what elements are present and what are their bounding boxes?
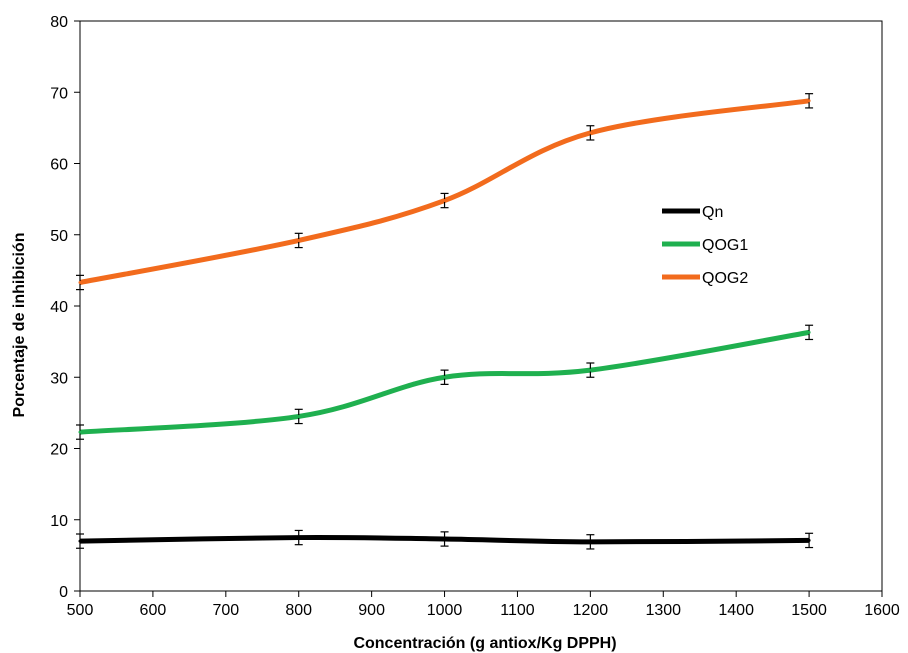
legend: Qn QOG1 QOG2 <box>662 204 748 287</box>
legend-label: QOG2 <box>702 270 748 287</box>
y-tick-label: 60 <box>50 157 68 174</box>
error-bar <box>440 369 449 385</box>
series-layer <box>76 93 814 550</box>
y-tick-label: 50 <box>50 228 68 245</box>
legend-item-qog2: QOG2 <box>662 270 748 287</box>
y-tick-label: 70 <box>50 85 68 102</box>
x-tick-label: 700 <box>212 602 239 619</box>
x-tick-label: 1000 <box>427 602 463 619</box>
y-tick-label: 10 <box>50 513 68 530</box>
error-bar <box>586 362 595 378</box>
x-tick-label: 800 <box>285 602 312 619</box>
data-point <box>297 238 301 242</box>
data-point <box>297 414 301 418</box>
error-bar <box>294 529 303 546</box>
error-bar <box>440 531 449 547</box>
series-qn <box>76 529 814 550</box>
y-axis-title: Porcentaje de inhibición <box>11 233 28 418</box>
error-bar <box>294 408 303 425</box>
data-point <box>443 537 447 541</box>
legend-label: QOG1 <box>702 237 748 254</box>
y-tick-label: 30 <box>50 370 68 387</box>
y-tick-label: 0 <box>59 584 68 601</box>
error-bar <box>586 125 595 141</box>
data-point <box>807 538 811 542</box>
error-bar <box>805 532 814 549</box>
error-bar <box>440 192 449 209</box>
legend-item-qog1: QOG1 <box>662 237 748 254</box>
data-point <box>588 540 592 544</box>
legend-marker <box>679 275 683 279</box>
legend-item-qn: Qn <box>662 204 723 221</box>
y-axis-ticks: 0 10 20 30 40 50 60 70 80 <box>50 14 80 601</box>
error-bar <box>294 232 303 249</box>
data-point <box>443 199 447 203</box>
y-tick-label: 80 <box>50 14 68 31</box>
data-point <box>588 368 592 372</box>
error-bar <box>76 424 84 440</box>
data-point <box>807 99 811 103</box>
data-point <box>78 430 82 434</box>
x-tick-label: 1100 <box>500 602 535 619</box>
legend-marker <box>679 209 683 213</box>
x-tick-label: 1200 <box>573 602 609 619</box>
x-tick-label: 1500 <box>791 602 827 619</box>
data-point <box>443 375 447 379</box>
x-axis-title: Concentración (g antiox/Kg DPPH) <box>353 635 616 652</box>
x-tick-label: 1600 <box>864 602 900 619</box>
error-bar <box>76 274 84 291</box>
series-qog1 <box>76 324 814 440</box>
data-point <box>807 330 811 334</box>
x-tick-label: 500 <box>67 602 94 619</box>
x-tick-label: 900 <box>358 602 385 619</box>
series-qog2 <box>76 93 814 291</box>
error-bar <box>805 324 814 341</box>
y-tick-label: 20 <box>50 442 68 459</box>
x-tick-label: 600 <box>140 602 167 619</box>
series-line <box>79 98 810 285</box>
error-bar <box>76 533 84 549</box>
legend-marker <box>679 242 683 246</box>
x-axis-ticks: 500 600 700 800 900 1000 1100 1200 1300 1400 1500 1… <box>67 591 900 619</box>
data-point <box>588 131 592 135</box>
error-bar <box>805 93 814 109</box>
x-tick-label: 1300 <box>645 602 681 619</box>
x-tick-label: 1400 <box>718 602 754 619</box>
y-tick-label: 40 <box>50 299 68 316</box>
error-bar <box>586 534 595 550</box>
data-point <box>78 539 82 543</box>
data-point <box>78 280 82 284</box>
data-point <box>297 536 301 540</box>
legend-label: Qn <box>702 204 723 221</box>
